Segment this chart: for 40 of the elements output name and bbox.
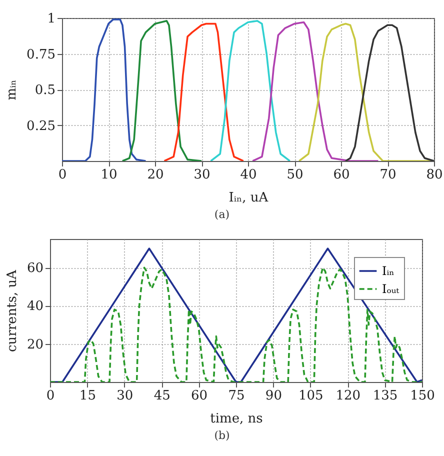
line-series	[344, 24, 434, 161]
y-tick-label: 0.25	[26, 118, 56, 134]
x-tick-label: 0	[58, 168, 67, 182]
y-tick-label: 1	[47, 12, 56, 26]
x-tick-label: 150	[410, 388, 435, 404]
x-tick-label: 105	[298, 388, 324, 404]
line-series	[252, 21, 380, 161]
y-tick-label: 60	[26, 261, 44, 276]
x-tick-label: 40	[240, 168, 257, 182]
x-tick-label: 50	[286, 168, 304, 182]
text: (a)	[213, 208, 231, 221]
y-tick-label: 0.75	[26, 47, 56, 62]
x-tick-label: 120	[336, 388, 361, 404]
y-axis-title: mᵢₙ	[4, 80, 20, 100]
y-tick-label: 40	[26, 299, 44, 314]
legend-label: Iₒᵤₜ	[382, 282, 400, 296]
line-series	[210, 20, 291, 161]
line-series	[122, 20, 202, 161]
legend-label: Iᵢₙ	[382, 264, 394, 278]
x-tick-label: 70	[380, 168, 396, 182]
x-tick-label: 20	[147, 168, 164, 182]
x-tick-label: 30	[116, 388, 134, 404]
x-axis-title: Iᵢₙ, uA	[228, 190, 269, 206]
x-tick-label: 90	[265, 388, 282, 404]
text: (b)	[213, 429, 231, 442]
x-tick-label: 135	[372, 388, 398, 404]
x-tick-label: 45	[154, 388, 170, 404]
x-tick-label: 60	[333, 168, 350, 182]
x-tick-label: 60	[191, 388, 208, 404]
y-axis-title: currents, uA	[4, 269, 20, 352]
x-axis-title: time, ns	[210, 412, 263, 426]
x-tick-label: 0	[46, 388, 55, 404]
line-series	[163, 22, 244, 161]
y-tick-label: 0.5	[34, 83, 56, 98]
x-tick-label: 10	[100, 168, 118, 182]
x-tick-label: 15	[79, 388, 96, 404]
x-tick-label: 30	[194, 168, 210, 182]
x-tick-label: 75	[228, 388, 245, 404]
y-tick-label: 20	[26, 337, 44, 352]
x-tick-label: 80	[426, 168, 443, 182]
